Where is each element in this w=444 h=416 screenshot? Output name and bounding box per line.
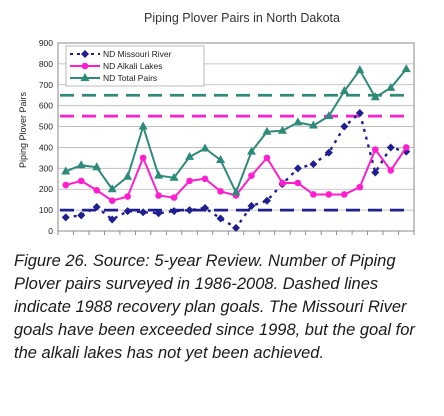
data-point [108,197,116,205]
chart: Piping Plover Pairs in North Dakota Pipi… [18,11,415,236]
data-point [386,143,395,152]
y-tick-label: 0 [48,226,53,236]
axis-layer: 0 100 200 300 400 500 600 700 800 900 [39,38,415,236]
data-point [355,108,364,117]
data-point [154,170,164,179]
data-point [341,191,348,198]
data-point [169,172,179,181]
data-point [293,164,302,173]
data-point [339,86,349,95]
data-point [402,144,410,151]
data-point [185,206,194,215]
data-point [123,171,133,180]
data-point [170,194,178,201]
data-point [324,148,333,157]
y-tick-label: 900 [39,38,53,48]
data-point [262,196,271,205]
data-point [77,211,86,220]
data-point [61,166,71,175]
y-tick-label: 500 [39,122,53,132]
series-nd-alkali-lakes [62,144,410,205]
data-point [325,191,333,198]
data-point [356,183,364,191]
y-tick-label: 100 [39,205,53,215]
y-tick-label: 300 [39,163,53,173]
data-point [371,168,380,177]
data-point [186,177,193,185]
legend-label: ND Alkali Lakes [103,61,163,71]
figure-caption: Figure 26. Source: 5-year Review. Number… [14,252,415,362]
data-point [279,179,286,187]
data-point [294,179,302,187]
series-layer [61,64,411,232]
data-point [154,209,163,218]
data-point [387,167,395,174]
chart-title: Piping Plover Pairs in North Dakota [144,11,340,25]
data-point [370,92,380,101]
data-point [340,122,349,131]
data-point [61,213,70,222]
data-point [324,111,334,120]
goal-lines [60,93,412,212]
data-point [386,82,396,91]
data-point [81,50,89,58]
data-point [92,162,102,171]
data-point [170,207,179,216]
y-tick-label: 800 [39,59,53,69]
data-point [93,186,100,194]
data-point [76,160,86,169]
data-point [232,223,240,232]
y-tick-label: 700 [39,80,53,90]
data-point [401,64,411,73]
data-point [81,62,89,70]
data-point [201,175,209,183]
data-point [216,154,226,163]
data-point [217,188,224,195]
data-point [248,172,255,179]
data-point [231,187,241,196]
legend: ND Missouri River ND Alkali Lakes ND Total… [65,45,205,87]
data-point [216,214,225,223]
data-point [201,204,210,213]
data-point [293,117,303,126]
data-point [372,146,379,153]
data-point [277,125,287,134]
data-point [139,154,147,162]
data-point [263,154,271,162]
data-point [108,215,117,224]
data-point [200,143,210,152]
data-point [262,126,272,135]
data-point [80,73,90,81]
data-point [308,120,318,129]
data-point [123,207,132,216]
series-nd-total-pairs [61,64,411,196]
legend-label: ND Total Pairs [103,73,157,83]
chart-svg: Piping Plover Pairs in North Dakota Pipi… [18,11,415,236]
data-point [185,151,195,160]
data-point [246,146,256,155]
data-point [92,202,101,211]
y-axis-label: Piping Plover Pairs [18,91,28,168]
y-tick-label: 400 [39,142,53,152]
data-point [139,208,148,217]
data-point [309,160,318,169]
y-tick-label: 600 [39,101,53,111]
data-point [62,181,70,189]
data-point [355,65,365,74]
y-tick-label: 200 [39,184,53,194]
data-point [77,177,85,185]
data-point [310,191,317,198]
data-point [107,184,117,193]
data-point [124,193,131,200]
data-point [247,201,256,210]
legend-label: ND Missouri River [103,49,172,59]
data-point [138,121,148,130]
data-point [155,192,162,199]
